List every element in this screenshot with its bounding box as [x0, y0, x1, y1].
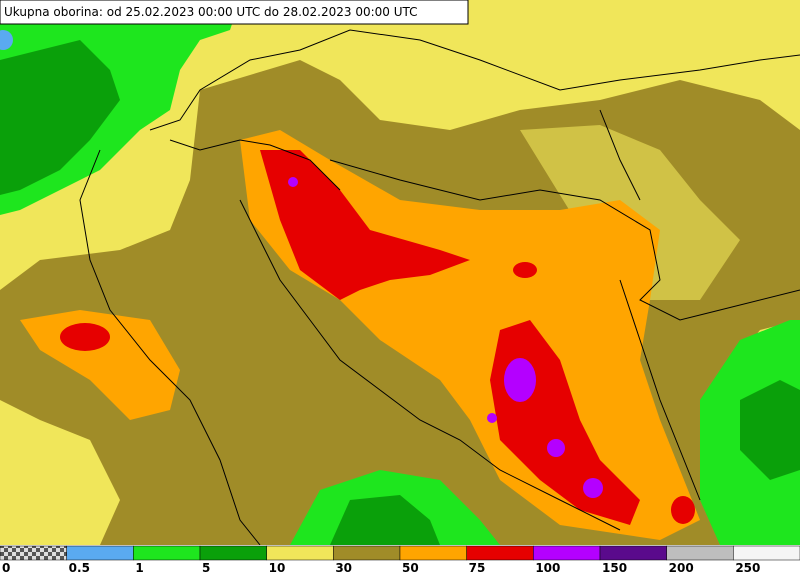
legend-label: 250	[735, 561, 760, 575]
legend-swatch	[399, 545, 467, 561]
legend-label: 1	[135, 561, 143, 575]
legend-label: 75	[469, 561, 486, 575]
legend-swatch	[733, 545, 800, 561]
legend-label: 150	[602, 561, 627, 575]
legend-label: 30	[335, 561, 352, 575]
legend-swatch	[133, 545, 201, 561]
map-title: Ukupna oborina: od 25.02.2023 00:00 UTC …	[4, 5, 418, 19]
legend-label: 100	[535, 561, 560, 575]
legend-swatch	[199, 545, 267, 561]
title-box	[0, 0, 469, 25]
legend-swatch	[666, 545, 734, 561]
legend-label: 50	[402, 561, 419, 575]
legend-swatch	[66, 545, 134, 561]
legend: 0 0.5 1 5 10 30 50 75 100 150 200 250	[0, 545, 800, 575]
precip-fields	[0, 0, 800, 545]
legend-swatch	[0, 545, 67, 561]
legend-label: 10	[269, 561, 286, 575]
legend-swatch	[466, 545, 534, 561]
legend-swatch	[599, 545, 667, 561]
legend-swatch	[333, 545, 401, 561]
legend-swatch	[266, 545, 334, 561]
legend-label: 0.5	[69, 561, 90, 575]
borders	[79, 29, 800, 546]
legend-swatch	[533, 545, 601, 561]
legend-label: 5	[202, 561, 210, 575]
legend-label: 200	[669, 561, 694, 575]
legend-label: 0	[2, 561, 10, 575]
